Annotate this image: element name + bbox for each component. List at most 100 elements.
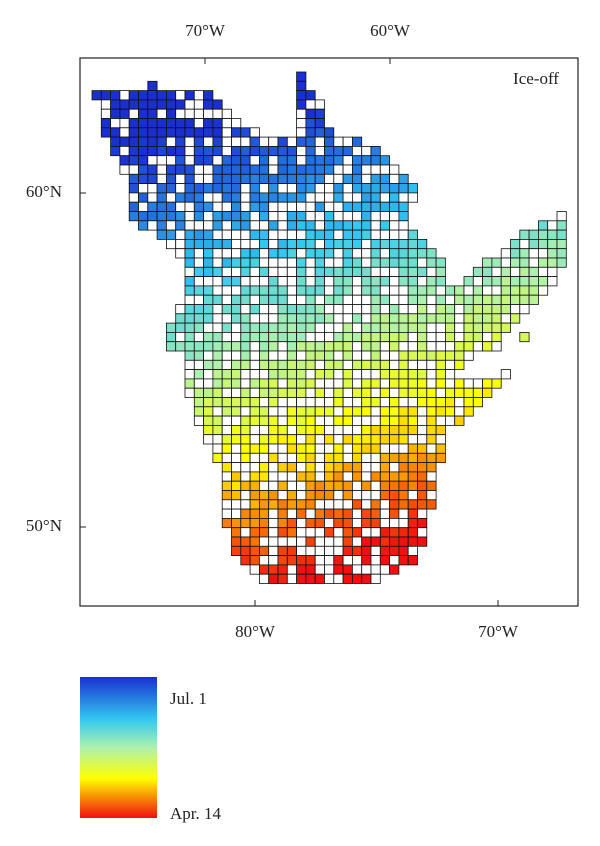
- grid-cell: [482, 322, 493, 333]
- grid-cell: [361, 341, 372, 352]
- grid-cell: [342, 322, 353, 333]
- grid-cell: [398, 378, 409, 389]
- grid-cell: [547, 238, 558, 250]
- grid-cell: [156, 90, 167, 101]
- grid-cell: [444, 331, 456, 343]
- grid-cell: [333, 220, 344, 231]
- grid-cell: [268, 313, 279, 324]
- grid-cell: [286, 294, 297, 305]
- grid-cell: [249, 350, 260, 361]
- grid-cell: [212, 229, 223, 240]
- grid-cell: [286, 322, 297, 333]
- grid-cell: [379, 369, 390, 380]
- grid-cell: [296, 285, 307, 296]
- grid-cell: [165, 155, 177, 166]
- grid-cell: [370, 248, 381, 259]
- grid-cell: [305, 276, 316, 287]
- grid-cell: [389, 452, 400, 463]
- grid-cell: [417, 350, 428, 361]
- grid-cell: [314, 229, 325, 240]
- grid-cell: [370, 443, 381, 454]
- grid-cell: [324, 536, 335, 547]
- grid-cell: [212, 285, 223, 296]
- grid-cell: [333, 173, 344, 185]
- grid-cell: [324, 434, 335, 445]
- grid-cell: [342, 201, 353, 212]
- grid-cell: [277, 192, 288, 203]
- grid-cell: [203, 378, 214, 389]
- grid-cell: [370, 415, 381, 426]
- grid-cell: [305, 527, 316, 538]
- grid-cell: [426, 424, 437, 436]
- grid-cell: [314, 118, 325, 129]
- grid-cell: [296, 573, 307, 584]
- grid-cell: [128, 192, 139, 203]
- grid-cell: [231, 415, 242, 426]
- grid-cell: [398, 276, 409, 287]
- grid-cell: [314, 424, 325, 436]
- grid-cell: [203, 424, 214, 436]
- grid-cell: [398, 490, 409, 501]
- grid-cell: [249, 471, 260, 482]
- grid-cell: [463, 313, 474, 324]
- grid-cell: [286, 248, 297, 259]
- grid-cell: [342, 573, 353, 584]
- grid-cell: [370, 145, 381, 157]
- grid-cell: [156, 164, 167, 175]
- grid-cell: [389, 294, 400, 305]
- grid-cell: [193, 238, 205, 250]
- grid-cell: [342, 508, 353, 519]
- grid-cell: [249, 257, 260, 268]
- grid-cell: [184, 201, 195, 212]
- grid-cell: [379, 331, 390, 343]
- grid-cell: [407, 285, 418, 296]
- grid-cell: [379, 248, 390, 259]
- grid-cell: [389, 183, 400, 194]
- grid-cell: [389, 536, 400, 547]
- grid-cell: [184, 211, 195, 222]
- grid-cell: [249, 201, 260, 212]
- grid-cell: [305, 406, 316, 417]
- grid-cell: [444, 369, 456, 380]
- grid-cell: [193, 294, 205, 305]
- grid-cell: [175, 248, 186, 259]
- grid-cell: [333, 192, 344, 203]
- grid-cell: [296, 108, 307, 119]
- grid-cell: [417, 257, 428, 268]
- grid-cell: [240, 145, 251, 157]
- grid-cell: [407, 341, 418, 352]
- grid-cell: [314, 536, 325, 547]
- grid-cell: [212, 304, 223, 315]
- grid-cell: [240, 555, 251, 566]
- grid-cell: [351, 136, 363, 147]
- grid-cell: [184, 285, 195, 296]
- grid-cell: [510, 294, 521, 305]
- grid-cell: [212, 99, 223, 110]
- grid-cell: [417, 285, 428, 296]
- grid-cell: [398, 350, 409, 361]
- grid-cell: [296, 564, 307, 575]
- grid-cell: [277, 248, 288, 259]
- grid-cell: [165, 118, 177, 129]
- grid-cell: [277, 266, 288, 277]
- grid-cell: [333, 564, 344, 575]
- grid-cell: [193, 155, 205, 166]
- grid-cell: [351, 545, 363, 556]
- grid-cell: [398, 192, 409, 203]
- grid-cell: [175, 238, 186, 250]
- grid-cell: [249, 238, 260, 250]
- grid-cell: [333, 555, 344, 566]
- grid-cell: [426, 257, 437, 268]
- grid-cell: [268, 443, 279, 454]
- grid-cell: [296, 304, 307, 315]
- grid-cell: [296, 118, 307, 129]
- grid-cell: [286, 378, 297, 389]
- grid-cell: [324, 369, 335, 380]
- grid-cell: [444, 406, 456, 417]
- grid-cell: [389, 238, 400, 250]
- grid-cell: [519, 248, 530, 259]
- grid-cell: [305, 201, 316, 212]
- grid-cell: [221, 173, 232, 185]
- grid-cell: [258, 211, 270, 222]
- grid-cell: [407, 406, 418, 417]
